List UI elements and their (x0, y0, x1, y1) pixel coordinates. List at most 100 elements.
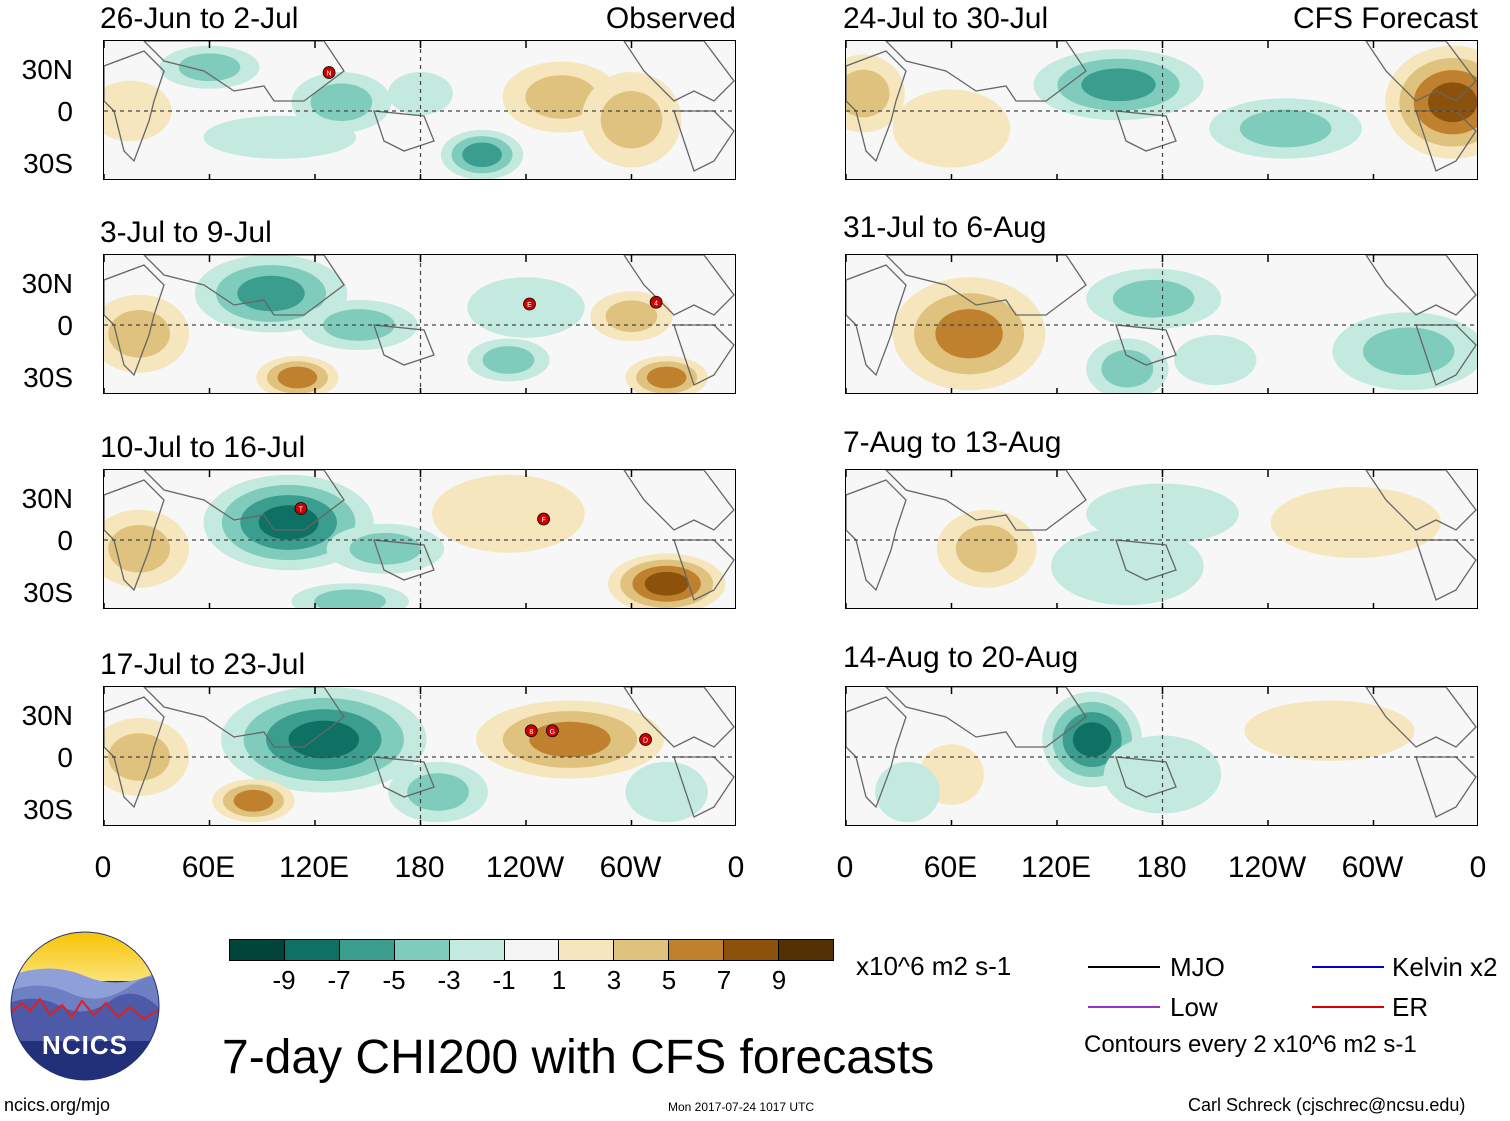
storm-letter: E (527, 302, 532, 309)
anomaly-contour (462, 142, 502, 168)
anomaly-contour (525, 75, 597, 119)
anomaly-contour (1239, 109, 1332, 148)
x-tick-label: 0 (94, 851, 112, 884)
colorbar-tick-label: 3 (606, 965, 622, 995)
map-panel (845, 254, 1478, 394)
coastline (373, 756, 435, 798)
coastline (104, 479, 165, 592)
anomaly-contour (277, 366, 318, 389)
anomaly-contour (108, 524, 171, 573)
y-tick-label: 0 (57, 96, 73, 127)
tropical-cyclone-marker: D (639, 733, 652, 746)
panel-period-title: 7-Aug to 13-Aug (843, 426, 1062, 459)
anomaly-contour (605, 300, 658, 333)
x-tick-label: 60E (181, 851, 236, 884)
coastline (143, 255, 345, 316)
coastline (846, 696, 907, 809)
anomaly-contour (892, 89, 1011, 168)
coastline (846, 479, 907, 592)
ncics-logo: NCICS (10, 931, 160, 1081)
coastline (1365, 41, 1477, 102)
colorbar-tick-label: 1 (551, 965, 567, 995)
x-tick-label: 60W (1341, 851, 1404, 884)
map-panel (845, 469, 1478, 609)
colorbar-tick-label: -3 (437, 965, 461, 995)
y-tick-label: 30S (23, 577, 73, 608)
legend-label-kelvin: Kelvin x2 (1392, 952, 1498, 982)
coastline (143, 41, 345, 102)
anomaly-contour (1270, 487, 1442, 558)
tropical-cyclone-marker: 8 (524, 724, 538, 738)
coastline (623, 687, 735, 748)
anomaly-contour (432, 474, 585, 553)
x-tick-label: 120W (1227, 851, 1307, 884)
anomaly-contour (1103, 735, 1222, 814)
storm-letter: 8 (529, 729, 533, 736)
anomaly-contour (1072, 722, 1112, 757)
colorbar-swatch (504, 940, 560, 960)
colorbar-units: x10^6 m2 s-1 (856, 951, 1012, 981)
colorbar-tick-label: -1 (492, 965, 516, 995)
colorbar-swatch (339, 940, 395, 960)
anomaly-contour (482, 346, 535, 374)
colorbar-tick-label: -7 (327, 965, 351, 995)
anomaly-contour (349, 532, 422, 565)
coastline (1115, 539, 1177, 581)
anomaly-contour (1051, 527, 1204, 606)
legend-line-kelvin (1312, 966, 1384, 968)
storm-letter: F (541, 517, 545, 524)
panel-period-title: 3-Jul to 9-Jul (100, 216, 272, 249)
legend-line-mjo (1088, 966, 1160, 968)
coastline (1415, 539, 1477, 601)
anomaly-contour (407, 773, 469, 811)
tropical-cyclone-marker: T (294, 502, 308, 515)
panel-period-title: 17-Jul to 23-Jul (100, 648, 306, 681)
coastline (623, 470, 735, 531)
legend-line-er (1312, 1006, 1384, 1008)
coastline (846, 264, 907, 377)
coastline (373, 324, 435, 366)
anomaly-contour (258, 505, 319, 540)
anomaly-contour (1428, 82, 1477, 123)
coastline (885, 255, 1087, 316)
legend-label-low: Low (1170, 992, 1218, 1022)
colorbar-tick-label: 9 (771, 965, 787, 995)
panel-period-title: 24-Jul to 30-Jul (843, 2, 1049, 35)
anomaly-contour (314, 589, 386, 608)
coastline (373, 110, 435, 152)
colorbar-swatch (724, 940, 780, 960)
anomaly-contour (178, 53, 241, 82)
panel-period-title: 26-Jun to 2-Jul (100, 2, 299, 35)
anomaly-contour (108, 309, 171, 358)
coastline (104, 696, 165, 809)
anomaly-contour (846, 69, 890, 118)
y-tick-label: 0 (57, 742, 73, 773)
coastline (1115, 756, 1177, 798)
colorbar (229, 939, 834, 961)
coastline (1365, 255, 1477, 316)
colorbar-tick-label: 5 (661, 965, 677, 995)
anomaly-contour (1174, 335, 1257, 385)
coastline (846, 50, 907, 163)
coastline (373, 539, 435, 581)
y-tick-label: 30S (23, 794, 73, 825)
coastline (104, 264, 165, 377)
map-panel (845, 686, 1478, 826)
colorbar-tick-label: 7 (716, 965, 732, 995)
anomaly-contour (935, 309, 1003, 359)
coastline (1115, 324, 1177, 366)
anomaly-contour (644, 571, 689, 596)
coastline (1365, 470, 1477, 531)
anomaly-contour (875, 761, 940, 823)
colorbar-swatch (614, 940, 670, 960)
y-tick-label: 0 (57, 525, 73, 556)
coastline (885, 687, 1087, 748)
y-tick-label: 30N (21, 268, 73, 299)
anomaly-contour (955, 524, 1018, 573)
coastline (885, 470, 1087, 531)
coastline (673, 110, 735, 172)
footer-credit: Carl Schreck (cjschrec@ncsu.edu) (1188, 1095, 1466, 1115)
footer-url[interactable]: ncics.org/mjo (4, 1095, 111, 1115)
colorbar-swatch (230, 940, 285, 960)
